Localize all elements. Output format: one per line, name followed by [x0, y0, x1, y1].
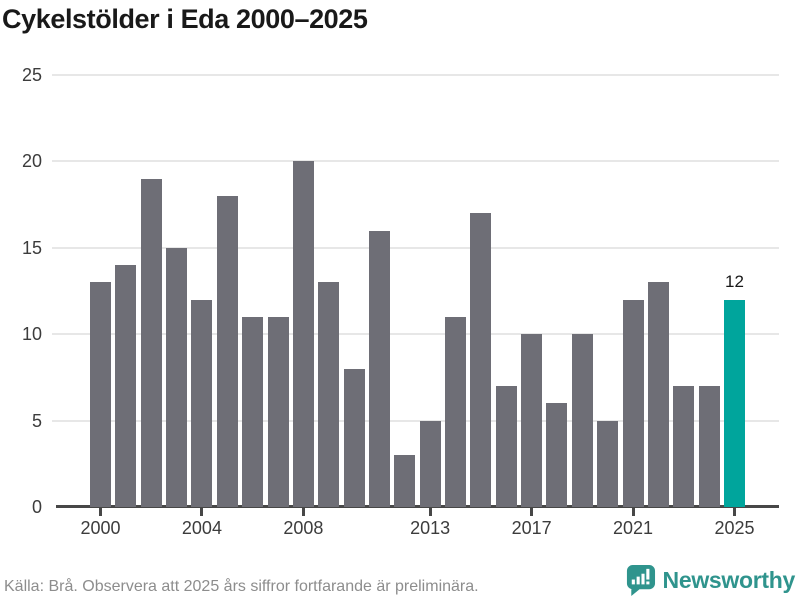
brand-name: Newsworthy [662, 566, 796, 593]
gridline-y-15 [52, 246, 779, 249]
y-axis-labels: 0 5 10 15 20 25 [0, 65, 42, 517]
bar-2000 [90, 282, 111, 507]
bar-2014 [445, 316, 467, 507]
bar-highlight-2025 [724, 299, 745, 507]
bar-2023 [673, 386, 695, 507]
bar-2012 [394, 455, 416, 507]
bar-2021 [622, 299, 644, 507]
x-axis-label-2017: 2017 [511, 518, 552, 538]
newsworthy-logo-icon [626, 564, 655, 596]
bar-2008 [292, 161, 314, 507]
x-tick-2025 [733, 508, 736, 516]
y-axis-label-20: 20 [21, 151, 42, 172]
gridline-y-5 [52, 419, 779, 422]
gridline-y-10 [52, 333, 779, 336]
source-note: Källa: Brå. Observera att 2025 års siffr… [4, 578, 479, 595]
bar-2006 [242, 316, 264, 507]
x-axis-line [56, 505, 779, 508]
x-tick-2000 [99, 508, 102, 516]
y-axis-label-25: 25 [21, 65, 42, 85]
x-tick-2021 [631, 508, 635, 516]
y-axis-label-15: 15 [21, 237, 42, 258]
bar-2010 [343, 368, 365, 507]
bar-2011 [368, 230, 390, 507]
bar-2002 [140, 178, 162, 507]
x-axis-label-2004: 2004 [181, 518, 222, 538]
y-axis-label-0: 0 [31, 497, 42, 517]
gridline-y-25 [52, 74, 779, 76]
bar-2005 [216, 195, 238, 507]
y-axis-label-10: 10 [21, 324, 42, 345]
bar-2013 [419, 420, 441, 507]
y-axis-label-5: 5 [31, 410, 42, 431]
bar-2004 [191, 299, 213, 507]
bar-2019 [571, 334, 593, 507]
bar-2015 [470, 213, 492, 507]
bar-2024 [698, 386, 720, 507]
bar-2016 [495, 386, 517, 507]
x-axis-label-2025: 2025 [714, 518, 755, 538]
bar-2022 [647, 282, 669, 507]
bar-2003 [166, 247, 188, 507]
bar-2009 [318, 282, 340, 507]
x-axis-label-2000: 2000 [80, 518, 121, 538]
x-tick-2008 [301, 508, 305, 516]
x-axis-labels: 2000 2004 2008 2013 2017 2021 2025 [56, 518, 779, 542]
highlight-value-label: 12 [725, 271, 744, 291]
x-axis-label-2021: 2021 [613, 518, 654, 538]
plot-area [52, 74, 779, 516]
x-tick-2004 [200, 508, 204, 516]
bar-2007 [267, 316, 289, 507]
bar-2018 [546, 403, 568, 507]
bar-2017 [521, 334, 543, 507]
x-tick-2013 [428, 508, 432, 516]
x-axis-label-2013: 2013 [410, 518, 451, 538]
bar-2001 [115, 265, 137, 507]
bar-2020 [597, 420, 619, 507]
x-tick-2017 [530, 508, 534, 516]
x-axis-label-2008: 2008 [283, 518, 324, 538]
gridline-y-20 [52, 160, 779, 163]
chart-title: Cykelstölder i Eda 2000–2025 [2, 4, 368, 34]
brand-logo: Newsworthy [625, 563, 795, 597]
